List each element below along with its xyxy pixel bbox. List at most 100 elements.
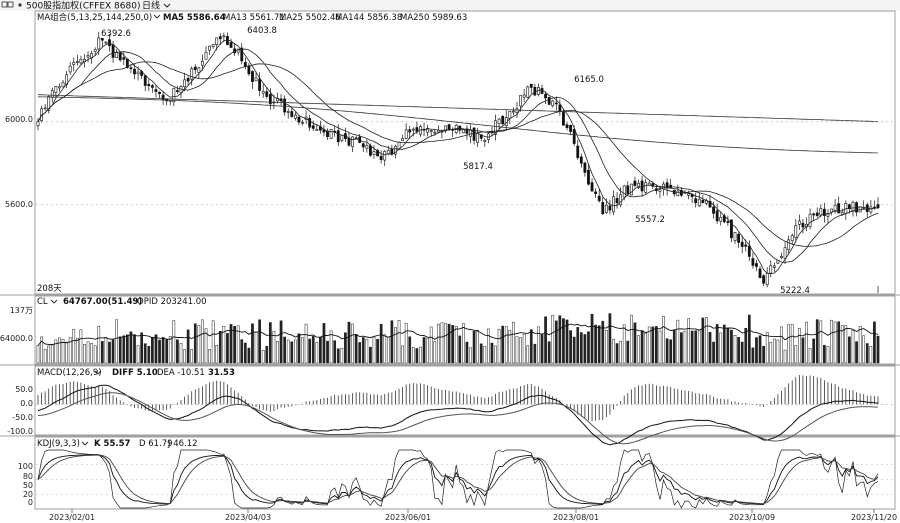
volume-bar xyxy=(386,336,390,364)
volume-bar xyxy=(86,341,90,364)
candlestick xyxy=(383,151,387,161)
candlestick xyxy=(147,83,151,87)
volume-bar xyxy=(712,341,715,364)
volume-bar xyxy=(769,341,773,364)
candlestick xyxy=(447,124,451,130)
volume-bar xyxy=(36,345,40,364)
candlestick xyxy=(772,265,776,268)
volume-bar xyxy=(354,334,358,364)
candlestick xyxy=(529,83,533,88)
candlestick xyxy=(472,127,476,141)
volume-bar xyxy=(129,331,133,364)
volume-bar xyxy=(197,325,201,364)
candlestick xyxy=(86,55,90,58)
volume-bar xyxy=(476,329,480,364)
volume-tick-label: 137万 xyxy=(10,306,33,315)
candlestick xyxy=(515,108,519,113)
volume-bar xyxy=(451,325,454,364)
volume-bar xyxy=(50,344,54,364)
candlestick xyxy=(215,37,219,45)
candlestick xyxy=(283,98,287,113)
candlestick xyxy=(201,60,204,66)
candlestick xyxy=(186,77,190,82)
volume-bar xyxy=(855,341,858,364)
candlestick xyxy=(819,208,823,216)
volume-bar xyxy=(236,325,240,364)
volume-bar xyxy=(683,330,687,364)
chevron-down-icon[interactable] xyxy=(50,299,58,304)
volume-bar xyxy=(462,323,465,364)
volume-bar xyxy=(304,323,308,364)
volume-bar xyxy=(151,336,154,364)
volume-bar xyxy=(190,349,194,364)
volume-bar xyxy=(633,322,637,364)
period-selector[interactable]: 日线 xyxy=(142,0,160,12)
volume-bar xyxy=(233,326,236,364)
volume-bar xyxy=(483,346,487,364)
candlestick xyxy=(587,169,590,185)
chevron-down-icon[interactable] xyxy=(94,370,102,375)
volume-indicator-name[interactable]: CL xyxy=(37,297,48,307)
candlestick xyxy=(808,213,812,228)
macd-tick-label: -100.0 xyxy=(7,427,33,436)
candlestick xyxy=(308,118,312,128)
price-indicator-name[interactable]: MA组合(5,13,25,144,250,0) xyxy=(37,12,152,23)
volume-bar xyxy=(218,331,222,364)
candlestick xyxy=(61,82,65,88)
kdj-indicator-name[interactable]: KDJ(9,3,3) xyxy=(37,439,80,449)
candlestick xyxy=(812,213,816,216)
volume-bar xyxy=(608,313,612,364)
candlestick xyxy=(576,145,580,158)
candlestick xyxy=(379,155,383,160)
candlestick xyxy=(708,200,712,208)
chevron-down-icon[interactable] xyxy=(153,14,161,19)
volume-bar xyxy=(126,334,129,364)
volume-bar xyxy=(54,339,58,364)
volume-bar xyxy=(576,327,580,364)
volume-bar xyxy=(93,345,97,364)
candlestick xyxy=(311,125,315,129)
candlestick xyxy=(326,130,329,137)
candlestick xyxy=(133,68,136,75)
candlestick xyxy=(590,182,594,192)
candlestick xyxy=(572,129,576,144)
candlestick xyxy=(579,156,583,164)
candlestick xyxy=(629,183,633,196)
macd-indicator-name[interactable]: MACD(12,26,9) xyxy=(37,368,102,378)
chevron-down-icon[interactable] xyxy=(163,3,171,8)
ma13-value: MA13 5561.71 xyxy=(223,13,285,23)
chevron-down-icon[interactable] xyxy=(81,441,89,446)
volume-bar xyxy=(165,338,169,364)
volume-bar xyxy=(329,330,333,364)
volume-bar xyxy=(358,342,362,364)
volume-bar xyxy=(733,334,737,364)
bullet-icon xyxy=(18,3,22,7)
ma13-line xyxy=(37,48,879,263)
candlestick xyxy=(243,62,247,67)
volume-bar xyxy=(869,345,873,364)
volume-bar xyxy=(268,322,272,364)
d-value: D 61.79 xyxy=(139,439,173,449)
candlestick xyxy=(150,85,154,88)
candlestick xyxy=(833,204,837,212)
candlestick xyxy=(565,124,569,128)
volume-bar xyxy=(401,345,404,364)
volume-bar xyxy=(186,329,190,364)
candlestick xyxy=(376,150,379,157)
volume-bar xyxy=(111,339,115,364)
volume-bar xyxy=(226,333,229,364)
volume-bar xyxy=(140,332,144,364)
candlestick xyxy=(597,195,601,202)
candlestick xyxy=(508,111,512,119)
candlestick xyxy=(687,193,690,196)
candlestick xyxy=(633,180,637,186)
candlestick xyxy=(286,111,290,113)
candlestick xyxy=(268,94,272,105)
candlestick xyxy=(204,51,208,60)
volume-bar xyxy=(290,341,294,364)
volume-bar xyxy=(447,323,451,364)
panel-toggle-icon[interactable] xyxy=(1,1,14,8)
volume-bar xyxy=(805,321,808,364)
volume-bar xyxy=(590,313,594,364)
